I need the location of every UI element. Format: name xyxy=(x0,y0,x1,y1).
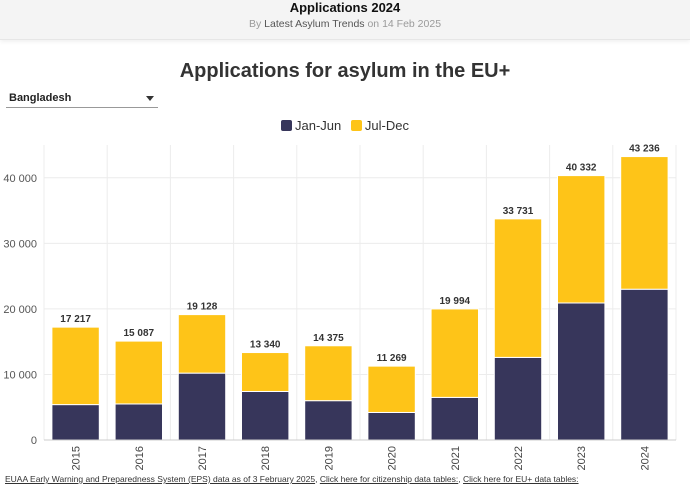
x-tick-label: 2015 xyxy=(71,446,83,470)
bar-segment-jul-dec[interactable] xyxy=(177,314,227,374)
bar-segment-jan-jun[interactable] xyxy=(241,390,290,441)
legend-item-jul-dec[interactable]: Jul-Dec xyxy=(350,118,409,133)
byline-date: on 14 Feb 2025 xyxy=(367,18,442,30)
y-tick-label: 40 000 xyxy=(3,173,37,185)
report-byline: By Latest Asylum Trends on 14 Feb 2025 xyxy=(0,17,690,31)
bar-segment-jul-dec[interactable] xyxy=(51,326,100,406)
y-tick-label: 0 xyxy=(31,435,37,447)
legend-swatch-jan-jun xyxy=(281,120,293,131)
legend-item-jan-jun[interactable]: Jan-Jun xyxy=(281,118,341,133)
legend-swatch-jul-dec xyxy=(350,120,362,131)
y-tick-label: 20 000 xyxy=(3,304,37,316)
report-header: Applications 2024 By Latest Asylum Trend… xyxy=(0,0,690,40)
source-link[interactable]: EUAA Early Warning and Preparedness Syst… xyxy=(5,474,316,484)
citizenship-data-link[interactable]: Click here for citizenship data tables: xyxy=(319,474,459,484)
stacked-bar-chart: 0 10 000 20 000 30 000 40 000 17 217 2015 15 08… xyxy=(3,144,677,470)
bar-total-label: 17 217 xyxy=(60,314,91,325)
x-tick-label: 2023 xyxy=(576,446,588,470)
bar-segment-jan-jun[interactable] xyxy=(620,288,669,441)
x-tick-label: 2020 xyxy=(387,446,399,470)
x-tick-label: 2019 xyxy=(323,446,335,470)
bar-segment-jul-dec[interactable] xyxy=(367,365,416,413)
y-tick-label: 10 000 xyxy=(3,369,37,381)
footer-separator: , xyxy=(315,474,318,484)
country-dropdown-value: Bangladesh xyxy=(9,92,72,104)
bar-segment-jul-dec[interactable] xyxy=(241,352,290,392)
x-tick-label: 2017 xyxy=(197,446,209,470)
eu-data-link[interactable]: Click here for EU+ data tables: xyxy=(463,474,579,484)
legend-label-jan-jun: Jan-Jun xyxy=(295,118,342,133)
bar-segment-jul-dec[interactable] xyxy=(304,345,353,402)
report-title: Applications 2024 xyxy=(289,0,401,15)
x-tick-label: 2024 xyxy=(639,446,651,470)
bar-total-label: 43 236 xyxy=(629,144,660,155)
bar-segment-jul-dec[interactable] xyxy=(114,340,163,405)
bar-total-label: 14 375 xyxy=(313,333,344,344)
chart-legend: Jan-Jun Jul-Dec xyxy=(0,118,690,133)
bar-total-label: 13 340 xyxy=(250,340,281,351)
bar-total-label: 19 128 xyxy=(187,302,218,313)
country-dropdown[interactable]: Bangladesh xyxy=(6,90,158,108)
y-tick-label: 30 000 xyxy=(3,238,37,250)
x-tick-label: 2022 xyxy=(513,446,525,470)
bar-segment-jul-dec[interactable] xyxy=(430,308,480,398)
bar-segment-jan-jun[interactable] xyxy=(177,372,227,441)
chart-title: Applications for asylum in the EU+ xyxy=(179,60,511,82)
bar-segment-jul-dec[interactable] xyxy=(620,156,669,290)
bar-segment-jan-jun[interactable] xyxy=(430,396,480,441)
bar-segment-jan-jun[interactable] xyxy=(493,356,543,441)
bar-segment-jul-dec[interactable] xyxy=(557,175,606,304)
bar-segment-jan-jun[interactable] xyxy=(367,411,416,441)
bar-total-label: 33 731 xyxy=(503,206,534,217)
bar-segment-jan-jun[interactable] xyxy=(304,400,353,441)
bar-total-label: 15 087 xyxy=(124,328,155,339)
x-tick-label: 2016 xyxy=(134,446,146,470)
bar-segment-jan-jun[interactable] xyxy=(557,302,606,441)
bar-segment-jan-jun[interactable] xyxy=(51,404,100,441)
footer-separator: , xyxy=(458,474,461,484)
byline-prefix: By xyxy=(248,18,262,30)
bar-total-label: 11 269 xyxy=(377,353,407,364)
bar-segment-jan-jun[interactable] xyxy=(114,403,163,441)
chart-footer: EUAA Early Warning and Preparedness Syst… xyxy=(5,474,690,484)
bar-segment-jul-dec[interactable] xyxy=(493,218,543,358)
bar-total-label: 19 994 xyxy=(440,296,471,307)
legend-label-jul-dec: Jul-Dec xyxy=(364,118,409,133)
bar-total-label: 40 332 xyxy=(566,163,597,174)
x-tick-label: 2018 xyxy=(260,446,272,470)
byline-source[interactable]: Latest Asylum Trends xyxy=(264,18,365,30)
chevron-down-icon xyxy=(146,96,154,101)
x-tick-label: 2021 xyxy=(450,446,462,470)
